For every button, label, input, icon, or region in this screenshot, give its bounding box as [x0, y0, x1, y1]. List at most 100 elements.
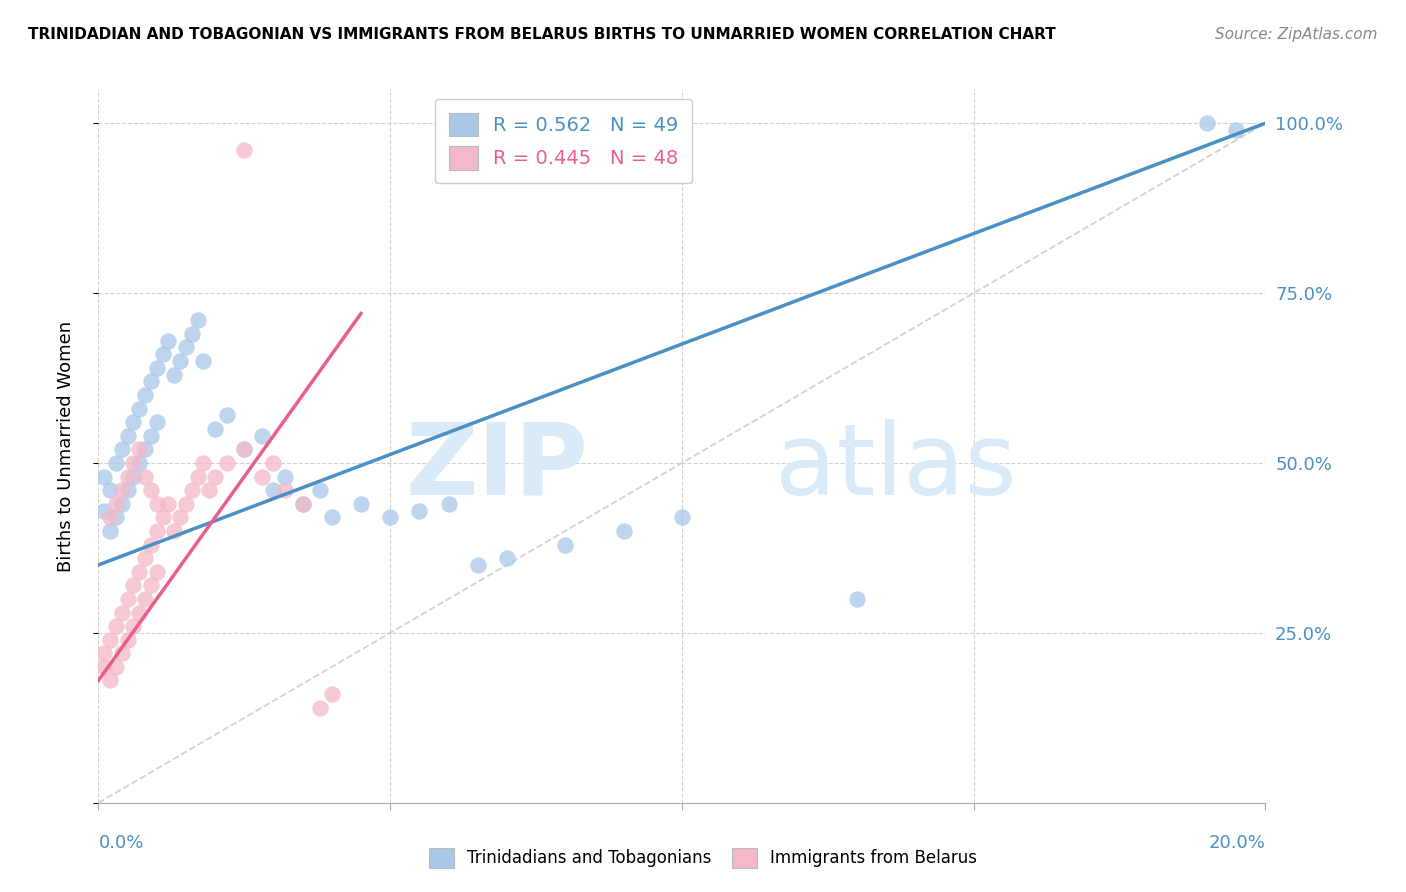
Point: [146, 497, 169, 511]
Point: [93, 646, 115, 660]
Point: [146, 565, 169, 579]
Point: [128, 606, 150, 620]
Point: [117, 632, 139, 647]
Point: [495, 551, 517, 566]
Text: ZIP: ZIP: [406, 419, 589, 516]
Point: [146, 415, 169, 429]
Point: [554, 537, 576, 551]
Point: [117, 429, 139, 443]
Point: [274, 469, 297, 483]
Point: [134, 469, 156, 483]
Point: [274, 483, 297, 498]
Point: [128, 565, 150, 579]
Point: [152, 347, 174, 361]
Point: [93, 503, 115, 517]
Point: [215, 409, 238, 423]
Point: [198, 483, 221, 498]
Point: [262, 483, 284, 498]
Point: [117, 483, 139, 498]
Point: [233, 442, 256, 457]
Point: [128, 401, 150, 416]
Y-axis label: Births to Unmarried Women: Births to Unmarried Women: [56, 320, 75, 572]
Point: [122, 456, 145, 470]
Point: [111, 442, 134, 457]
Point: [111, 646, 134, 660]
Point: [98, 510, 121, 524]
Text: 0.0%: 0.0%: [98, 834, 143, 852]
Text: 20.0%: 20.0%: [1209, 834, 1265, 852]
Point: [117, 469, 139, 483]
Point: [104, 497, 127, 511]
Point: [204, 422, 226, 436]
Point: [612, 524, 634, 538]
Point: [1225, 123, 1247, 137]
Point: [845, 591, 868, 606]
Point: [122, 619, 145, 633]
Point: [139, 578, 162, 592]
Point: [93, 660, 115, 674]
Point: [437, 497, 460, 511]
Point: [187, 313, 209, 327]
Point: [152, 510, 174, 524]
Point: [193, 354, 215, 368]
Point: [139, 375, 162, 389]
Point: [250, 429, 273, 443]
Point: [408, 503, 430, 517]
Point: [98, 483, 121, 498]
Point: [350, 497, 373, 511]
Point: [163, 524, 186, 538]
Point: [309, 700, 332, 714]
Point: [1195, 116, 1218, 130]
Point: [378, 510, 402, 524]
Legend: R = 0.562   N = 49, R = 0.445   N = 48: R = 0.562 N = 49, R = 0.445 N = 48: [434, 99, 692, 184]
Legend: Trinidadians and Tobagonians, Immigrants from Belarus: Trinidadians and Tobagonians, Immigrants…: [422, 841, 984, 875]
Point: [163, 368, 186, 382]
Point: [174, 341, 197, 355]
Point: [309, 483, 332, 498]
Point: [157, 334, 180, 348]
Text: TRINIDADIAN AND TOBAGONIAN VS IMMIGRANTS FROM BELARUS BIRTHS TO UNMARRIED WOMEN : TRINIDADIAN AND TOBAGONIAN VS IMMIGRANTS…: [28, 27, 1056, 42]
Point: [187, 469, 209, 483]
Point: [104, 456, 127, 470]
Point: [262, 456, 284, 470]
Point: [122, 415, 145, 429]
Point: [250, 469, 273, 483]
Point: [134, 551, 156, 566]
Point: [98, 673, 121, 688]
Text: Source: ZipAtlas.com: Source: ZipAtlas.com: [1215, 27, 1378, 42]
Point: [104, 660, 127, 674]
Point: [98, 632, 121, 647]
Point: [93, 469, 115, 483]
Point: [104, 510, 127, 524]
Point: [291, 497, 314, 511]
Point: [233, 442, 256, 457]
Point: [104, 619, 127, 633]
Point: [146, 360, 169, 375]
Point: [134, 591, 156, 606]
Point: [180, 326, 202, 341]
Point: [671, 510, 693, 524]
Point: [467, 558, 489, 572]
Point: [204, 469, 226, 483]
Point: [321, 687, 343, 701]
Point: [98, 524, 121, 538]
Point: [122, 469, 145, 483]
Point: [117, 591, 139, 606]
Point: [215, 456, 238, 470]
Point: [157, 497, 180, 511]
Point: [169, 510, 191, 524]
Point: [134, 442, 156, 457]
Point: [122, 578, 145, 592]
Point: [111, 497, 134, 511]
Point: [174, 497, 197, 511]
Point: [139, 429, 162, 443]
Point: [111, 606, 134, 620]
Point: [169, 354, 191, 368]
Text: atlas: atlas: [775, 419, 1017, 516]
Point: [128, 456, 150, 470]
Point: [111, 483, 134, 498]
Point: [193, 456, 215, 470]
Point: [134, 388, 156, 402]
Point: [321, 510, 343, 524]
Point: [180, 483, 202, 498]
